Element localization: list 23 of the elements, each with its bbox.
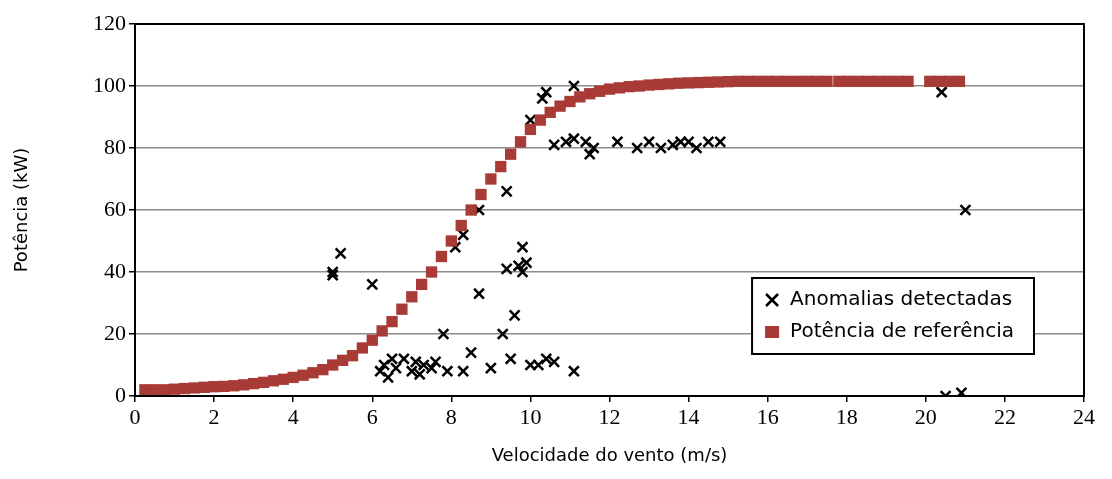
y-tick-label: 60: [104, 195, 126, 221]
y-tick-label: 120: [93, 9, 126, 35]
x-tick-label: 2: [208, 403, 220, 429]
x-tick-label: 4: [287, 403, 299, 429]
x-tick-label: 6: [366, 403, 378, 429]
x-tick-label: 22: [993, 403, 1016, 429]
x-tick-label: 12: [598, 403, 621, 429]
x-tick-label: 18: [835, 403, 858, 429]
x-tick-label: 14: [677, 403, 700, 429]
legend-label: Potência de referência: [790, 318, 1014, 343]
y-tick-label: 100: [93, 71, 126, 97]
legend-label: Anomalias detectadas: [790, 286, 1013, 311]
x-tick-label: 16: [756, 403, 779, 429]
y-tick-label: 0: [115, 381, 126, 407]
x-tick-label: 20: [914, 403, 937, 429]
x-tick-label: 24: [1073, 403, 1095, 429]
x-tick-label: 10: [519, 403, 542, 429]
x-axis-title: Velocidade do vento (m/s): [491, 443, 728, 465]
x-tick-label: 8: [445, 403, 457, 429]
y-tick-label: 40: [104, 257, 126, 283]
y-tick-label: 20: [104, 319, 126, 345]
y-tick-label: 80: [104, 133, 126, 159]
y-axis-title: Potência (kW): [10, 147, 32, 273]
